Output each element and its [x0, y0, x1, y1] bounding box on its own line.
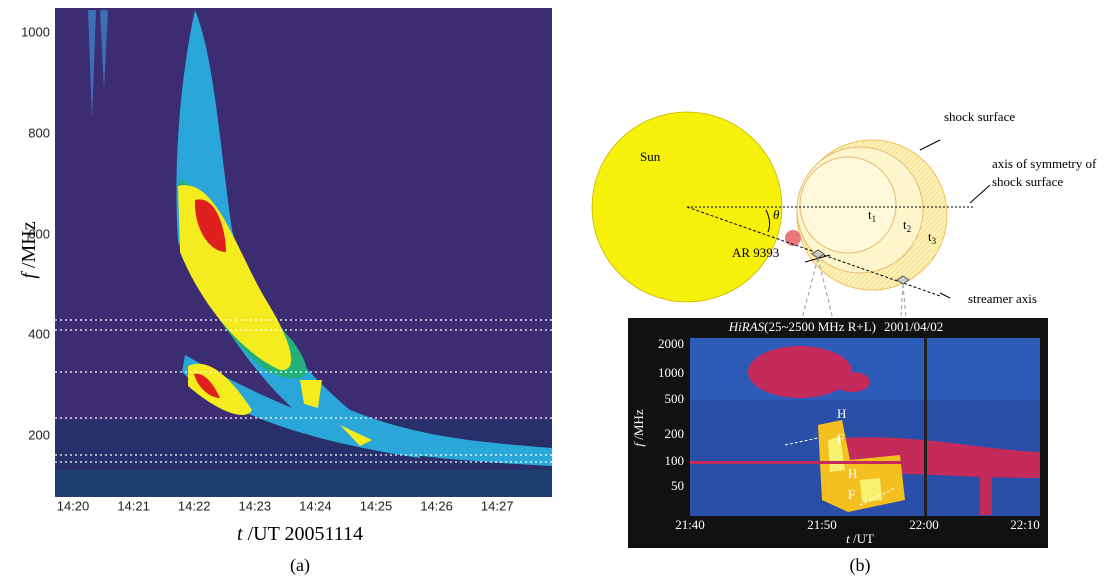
y-tick-label: 50: [671, 478, 684, 493]
x-tick-label: 21:40: [675, 517, 705, 532]
y-tick-label: 200: [665, 426, 685, 441]
x-tick-label: 22:10: [1010, 517, 1040, 532]
caption: (b): [850, 555, 871, 576]
instrument: HiRAS: [728, 319, 765, 334]
y-axis-label: f /MHz: [18, 221, 40, 278]
spectrogram-a: [55, 8, 552, 497]
y-tick-label: 100: [665, 453, 685, 468]
y-tick-label: 200: [28, 427, 50, 442]
shock-label: shock surface: [944, 109, 1015, 124]
sun-label: Sun: [640, 149, 661, 164]
x-tick-label: 14:20: [57, 498, 90, 513]
x-tick-label: 14:22: [178, 498, 211, 513]
x-tick-label: 14:27: [481, 498, 514, 513]
marker: H: [848, 466, 857, 481]
x-tick-label: 14:21: [117, 498, 150, 513]
y-axis-label: f /MHz: [631, 409, 646, 446]
axis-unit: /MHz: [631, 409, 646, 443]
axis-unit: /MHz: [18, 221, 40, 273]
x-tick-label: 14:26: [420, 498, 453, 513]
y-tick-label: 500: [665, 391, 685, 406]
caption: (a): [290, 555, 310, 576]
axis-unit: /UT: [850, 531, 874, 546]
x-tick-label: 22:00: [909, 517, 939, 532]
date: 2001/04/02: [884, 319, 943, 334]
x-tick-label: 14:25: [360, 498, 393, 513]
figure: 1000 800 600 400 200 14:2014:2114:2214:2…: [0, 0, 1119, 580]
x-tick-label: 14:23: [239, 498, 272, 513]
streamer-label: streamer axis: [968, 291, 1037, 306]
spectrogram-b: [690, 338, 1040, 516]
spectrogram-title: HiRAS(25~2500 MHz R+L) 2001/04/02: [728, 319, 943, 334]
symmetry-label: axis of symmetry of: [992, 156, 1097, 171]
y-tick-label: 1000: [658, 365, 684, 380]
sub: 1: [872, 214, 877, 224]
y-tick-label: 400: [28, 326, 50, 341]
y-tick-label: 1000: [21, 24, 50, 39]
ar-label: AR 9393: [732, 245, 779, 260]
y-tick-label: 2000: [658, 336, 684, 351]
page: 1000 800 600 400 200 14:2014:2114:2214:2…: [0, 0, 1119, 580]
marker: H: [837, 406, 846, 421]
symmetry-label: shock surface: [992, 174, 1063, 189]
sub: 3: [932, 236, 937, 246]
y-tick-label: 800: [28, 125, 50, 140]
x-axis-label: t /UT: [846, 531, 874, 546]
marker: F: [848, 487, 855, 502]
x-tick-label: 14:24: [299, 498, 332, 513]
marker: F: [837, 431, 844, 446]
band: (25~2500 MHz R+L): [764, 319, 876, 334]
axis-unit: /UT 20051114: [243, 523, 363, 545]
theta-label: θ: [773, 207, 780, 222]
x-tick-label: 21:50: [807, 517, 837, 532]
x-ticks-a: 14:20 14:21 14:22 14:23 14:24 14:25 14:26 14:27: [57, 498, 514, 513]
sub: 2: [907, 224, 912, 234]
x-axis-label: t /UT 20051114: [237, 523, 363, 545]
